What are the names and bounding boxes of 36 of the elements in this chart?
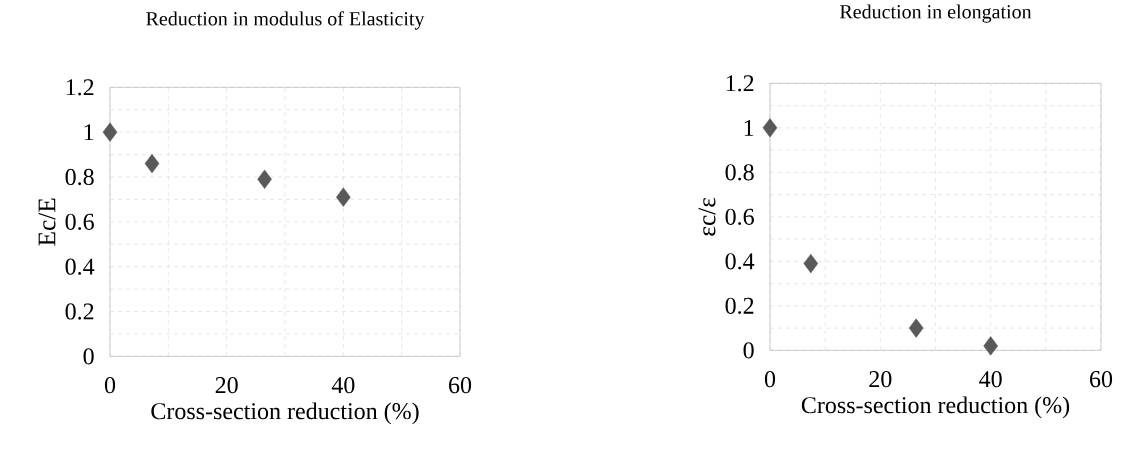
y-axis-title: εc/ε bbox=[698, 197, 716, 236]
y-tick-label: 0 bbox=[743, 342, 754, 359]
x-tick-label: 0 bbox=[104, 376, 116, 394]
y-axis-title: Ec/E bbox=[38, 198, 56, 246]
x-axis-title: Cross-section reduction (%) bbox=[801, 396, 1070, 418]
x-tick-label: 0 bbox=[764, 370, 776, 388]
y-tick-label: 0.8 bbox=[65, 168, 94, 185]
y-tick-label: 0.8 bbox=[725, 164, 754, 181]
x-tick-label: 40 bbox=[979, 370, 1002, 388]
x-tick-label: 40 bbox=[331, 376, 355, 394]
x-tick-label: 20 bbox=[215, 376, 238, 394]
y-tick-label: 0 bbox=[83, 348, 94, 365]
point bbox=[983, 336, 998, 356]
point bbox=[762, 118, 778, 138]
x-tick-label: 60 bbox=[1090, 370, 1113, 388]
x-axis-title: Cross-section reduction (%) bbox=[151, 402, 419, 424]
y-tick-label: 0.2 bbox=[725, 297, 754, 314]
point bbox=[336, 187, 351, 207]
point bbox=[803, 253, 819, 273]
y-tick-label: 0.4 bbox=[725, 253, 755, 270]
y-tick-label: 1 bbox=[744, 119, 754, 136]
y-tick-label: 1 bbox=[84, 124, 94, 140]
y-tick-label: 1.2 bbox=[66, 79, 94, 96]
chart-title: Reduction in elongation bbox=[839, 4, 1032, 23]
y-tick-label: 0.6 bbox=[725, 208, 754, 225]
point bbox=[908, 318, 924, 338]
y-tick-label: 0.2 bbox=[65, 303, 94, 320]
x-tick-label: 20 bbox=[869, 370, 892, 388]
point bbox=[144, 153, 160, 173]
point bbox=[102, 122, 118, 142]
y-tick-label: 1.2 bbox=[726, 75, 754, 92]
chart-title: Reduction in modulus of Elasticity bbox=[146, 11, 425, 30]
x-tick-label: 60 bbox=[449, 376, 472, 394]
y-tick-label: 0.6 bbox=[65, 213, 94, 230]
point bbox=[257, 169, 272, 189]
y-tick-label: 0.4 bbox=[65, 258, 95, 275]
